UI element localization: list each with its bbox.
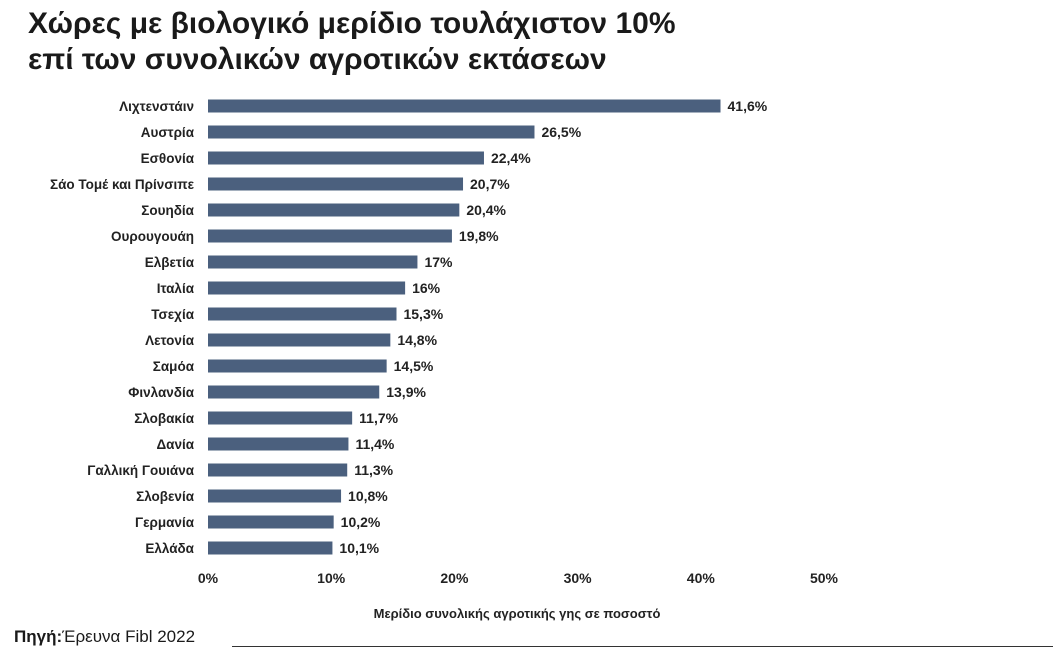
x-tick-label: 0%: [198, 570, 219, 586]
bar: [208, 125, 535, 139]
x-tick-label: 30%: [564, 570, 593, 586]
x-tick-label: 50%: [810, 570, 839, 586]
category-label: Φινλανδία: [128, 385, 194, 400]
source-label: Πηγή:: [14, 627, 63, 646]
value-label: 22,4%: [491, 150, 531, 166]
category-label: Ελβετία: [145, 255, 195, 270]
value-label: 41,6%: [728, 98, 768, 114]
bar: [208, 307, 397, 321]
bar: [208, 541, 333, 555]
category-label: Σαμόα: [153, 359, 195, 374]
value-label: 11,3%: [354, 462, 393, 478]
source-text: Έρευνα Fibl 2022: [62, 627, 196, 646]
bar: [208, 177, 464, 191]
chart-title: Χώρες με βιολογικό μερίδιο τουλάχιστον 1…: [28, 6, 676, 78]
bar: [208, 229, 452, 243]
value-label: 10,1%: [339, 540, 379, 556]
category-label: Ιταλία: [157, 281, 195, 296]
bar: [208, 463, 348, 477]
x-tick-label: 20%: [440, 570, 469, 586]
value-label: 11,4%: [355, 436, 394, 452]
bar: [208, 281, 406, 295]
bar: [208, 203, 460, 217]
source-note: Πηγή:Έρευνα Fibl 2022: [14, 626, 195, 648]
category-label: Ελλάδα: [145, 541, 194, 556]
chart-title-line-1: Χώρες με βιολογικό μερίδιο τουλάχιστον 1…: [28, 7, 676, 40]
value-label: 19,8%: [459, 228, 499, 244]
bar: [208, 515, 334, 529]
bar: [208, 489, 342, 503]
category-label: Αυστρία: [141, 125, 195, 140]
x-tick-label: 40%: [687, 570, 716, 586]
category-label: Σλοβακία: [134, 411, 195, 426]
value-label: 10,2%: [341, 514, 381, 530]
category-label: Γερμανία: [135, 515, 195, 530]
value-label: 15,3%: [403, 306, 443, 322]
value-label: 11,7%: [359, 410, 398, 426]
category-label: Σουηδία: [141, 203, 194, 218]
bar: [208, 437, 349, 451]
category-label: Ουρουγουάη: [111, 229, 194, 244]
category-label: Τσεχία: [151, 307, 194, 322]
bar: [208, 411, 353, 425]
value-label: 20,7%: [470, 176, 510, 192]
bar: [208, 99, 721, 113]
value-label: 14,5%: [394, 358, 434, 374]
category-label: Εσθονία: [141, 151, 195, 166]
x-axis-label: Μερίδιο συνολικής αγροτικής γης σε ποσοσ…: [374, 606, 661, 621]
bars-layer: Λιχτενστάιν 41,6% Αυστρία 26,5% Εσθονία 22,4%…: [50, 98, 768, 556]
value-label: 14,8%: [397, 332, 437, 348]
category-label: Λιχτενστάιν: [119, 99, 194, 114]
bar: [208, 359, 387, 373]
source-divider: [232, 646, 1053, 647]
bar: [208, 151, 484, 165]
value-label: 26,5%: [541, 124, 581, 140]
category-label: Σλοβενία: [136, 489, 195, 504]
x-tick-label: 10%: [317, 570, 346, 586]
value-label: 13,9%: [386, 384, 426, 400]
value-label: 20,4%: [466, 202, 506, 218]
category-label: Σάο Τομέ και Πρίνσιπε: [50, 177, 195, 192]
chart-title-line-2: επί των συνολικών αγροτικών εκτάσεων: [28, 43, 607, 76]
category-label: Γαλλική Γουιάνα: [87, 463, 194, 478]
category-label: Δανία: [156, 437, 194, 452]
bar: [208, 255, 418, 269]
x-axis-ticks: 0% 10% 20% 30% 40% 50%: [198, 570, 839, 586]
value-label: 17%: [424, 254, 453, 270]
category-label: Λετονία: [145, 333, 195, 348]
bar: [208, 333, 391, 347]
value-label: 10,8%: [348, 488, 388, 504]
bar: [208, 385, 380, 399]
value-label: 16%: [412, 280, 441, 296]
